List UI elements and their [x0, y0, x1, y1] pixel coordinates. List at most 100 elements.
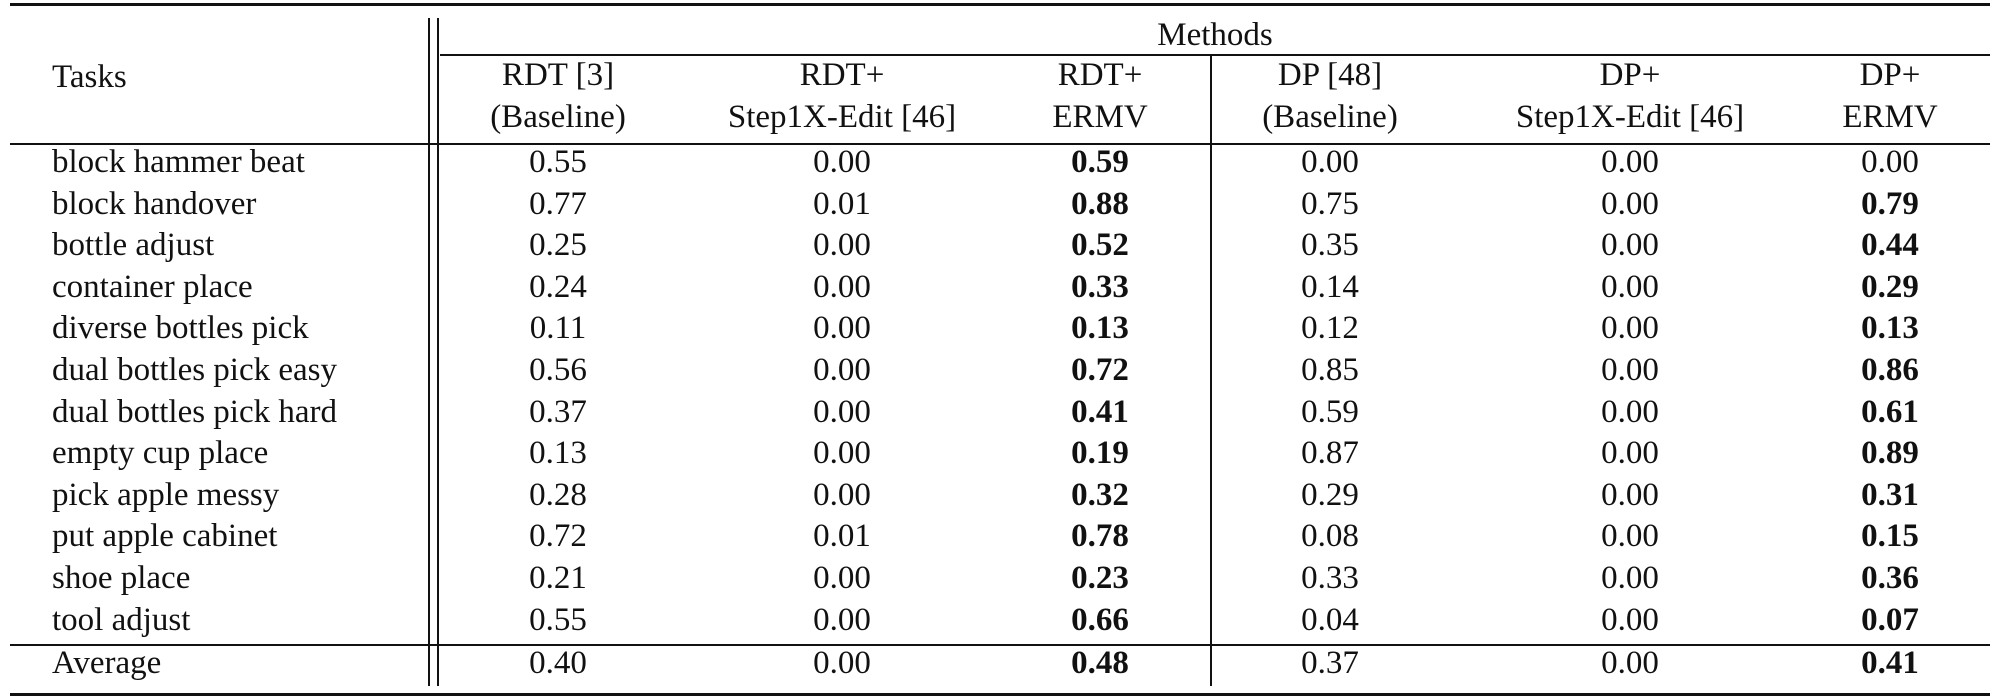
methods-header: Methods: [1157, 17, 1273, 53]
table-cell: 0.00: [1601, 185, 1659, 222]
table-cell: 0.35: [1301, 227, 1359, 264]
column-header-line2: ERMV: [1842, 99, 1938, 135]
table-cell: 0.19: [1071, 435, 1129, 472]
task-name: dual bottles pick hard: [52, 393, 338, 430]
table-cell: 0.59: [1301, 393, 1359, 430]
average-cell: 0.40: [529, 645, 587, 681]
table-cell: 0.24: [529, 268, 587, 305]
table-cell: 0.00: [1601, 518, 1659, 555]
table-cell: 0.61: [1861, 393, 1919, 430]
task-name: diverse bottles pick: [52, 310, 309, 347]
column-header-line1: DP+: [1599, 57, 1661, 93]
table-cell: 0.44: [1861, 227, 1919, 264]
table-cell: 0.32: [1071, 476, 1129, 513]
table-cell: 0.72: [1071, 352, 1129, 388]
table-cell: 0.12: [1301, 310, 1359, 347]
table-cell: 0.00: [1861, 144, 1919, 180]
table-cell: 0.14: [1301, 268, 1359, 305]
table-cell: 0.11: [529, 310, 587, 347]
table-cell: 0.89: [1861, 435, 1919, 472]
task-name: tool adjust: [52, 601, 191, 638]
table-cell: 0.37: [529, 393, 587, 430]
table-cell: 0.00: [813, 393, 871, 430]
table-cell: 0.08: [1301, 518, 1359, 555]
table-cell: 0.25: [529, 227, 587, 264]
table-cell: 0.00: [1601, 310, 1659, 347]
table-cell: 0.88: [1071, 185, 1129, 222]
table-cell: 0.00: [1601, 601, 1659, 638]
table-cell: 0.86: [1861, 352, 1919, 388]
table-cell: 0.01: [813, 518, 871, 555]
average-cell: 0.37: [1301, 645, 1359, 681]
table-cell: 0.79: [1861, 185, 1919, 222]
methods-rule: [440, 54, 1990, 56]
table-cell: 0.85: [1301, 352, 1359, 388]
table-cell: 0.21: [529, 560, 587, 596]
table-cell: 0.15: [1861, 518, 1919, 555]
top-rule: [10, 3, 1990, 6]
column-header-line1: RDT+: [799, 57, 885, 93]
average-cell: 0.41: [1861, 645, 1919, 681]
table-cell: 0.00: [1601, 393, 1659, 430]
table-cell: 0.13: [1861, 310, 1919, 347]
column-header-line2: (Baseline): [490, 99, 626, 135]
table-cell: 0.29: [1861, 268, 1919, 305]
table-cell: 0.66: [1071, 601, 1129, 638]
table-cell: 0.77: [529, 185, 587, 222]
column-header-line2: (Baseline): [1262, 99, 1398, 135]
table-cell: 0.04: [1301, 601, 1359, 638]
table-cell: 0.00: [1601, 435, 1659, 472]
table-cell: 0.00: [1601, 268, 1659, 305]
table-cell: 0.00: [813, 268, 871, 305]
table-cell: 0.00: [1601, 476, 1659, 513]
table-cell: 0.72: [529, 518, 587, 555]
table-cell: 0.00: [813, 310, 871, 347]
table-cell: 0.00: [1601, 352, 1659, 388]
table-cell: 0.00: [813, 476, 871, 513]
table-cell: 0.33: [1301, 560, 1359, 596]
column-header-line1: DP+: [1859, 57, 1921, 93]
table-cell: 0.75: [1301, 185, 1359, 222]
table-cell: 0.00: [813, 601, 871, 638]
task-name: container place: [52, 268, 253, 305]
table-cell: 0.23: [1071, 560, 1129, 596]
table-cell: 0.00: [813, 435, 871, 472]
table-cell: 0.36: [1861, 560, 1919, 596]
table-cell: 0.31: [1861, 476, 1919, 513]
table-cell: 0.55: [529, 601, 587, 638]
column-header-line2: Step1X-Edit [46]: [1515, 99, 1745, 135]
task-name: empty cup place: [52, 435, 269, 472]
table-cell: 0.28: [529, 476, 587, 513]
table-cell: 0.29: [1301, 476, 1359, 513]
table-cell: 0.00: [813, 227, 871, 264]
column-header-line1: RDT+: [1057, 57, 1143, 93]
tasks-separator-1: [428, 18, 430, 686]
table-cell: 0.52: [1071, 227, 1129, 264]
task-name: pick apple messy: [52, 476, 280, 513]
average-label: Average: [52, 645, 162, 681]
table-cell: 0.00: [813, 560, 871, 596]
average-rule: [10, 644, 1990, 646]
bottom-rule: [10, 693, 1990, 696]
average-cell: 0.00: [813, 645, 871, 681]
task-name: bottle adjust: [52, 227, 215, 264]
tasks-header: Tasks: [52, 59, 127, 95]
group-separator: [1210, 56, 1212, 686]
task-name: block handover: [52, 185, 257, 222]
table-cell: 0.00: [1601, 560, 1659, 596]
column-header-line1: RDT [3]: [501, 57, 615, 93]
average-cell: 0.48: [1071, 645, 1129, 681]
task-name: shoe place: [52, 560, 191, 596]
table-cell: 0.59: [1071, 144, 1129, 180]
column-header-line2: ERMV: [1052, 99, 1148, 135]
header-rule: [10, 143, 1990, 145]
table-cell: 0.00: [1601, 227, 1659, 264]
average-cell: 0.00: [1601, 645, 1659, 681]
table-cell: 0.07: [1861, 601, 1919, 638]
table-cell: 0.33: [1071, 268, 1129, 305]
table-cell: 0.56: [529, 352, 587, 388]
table-cell: 0.55: [529, 144, 587, 180]
table-cell: 0.78: [1071, 518, 1129, 555]
table-cell: 0.87: [1301, 435, 1359, 472]
